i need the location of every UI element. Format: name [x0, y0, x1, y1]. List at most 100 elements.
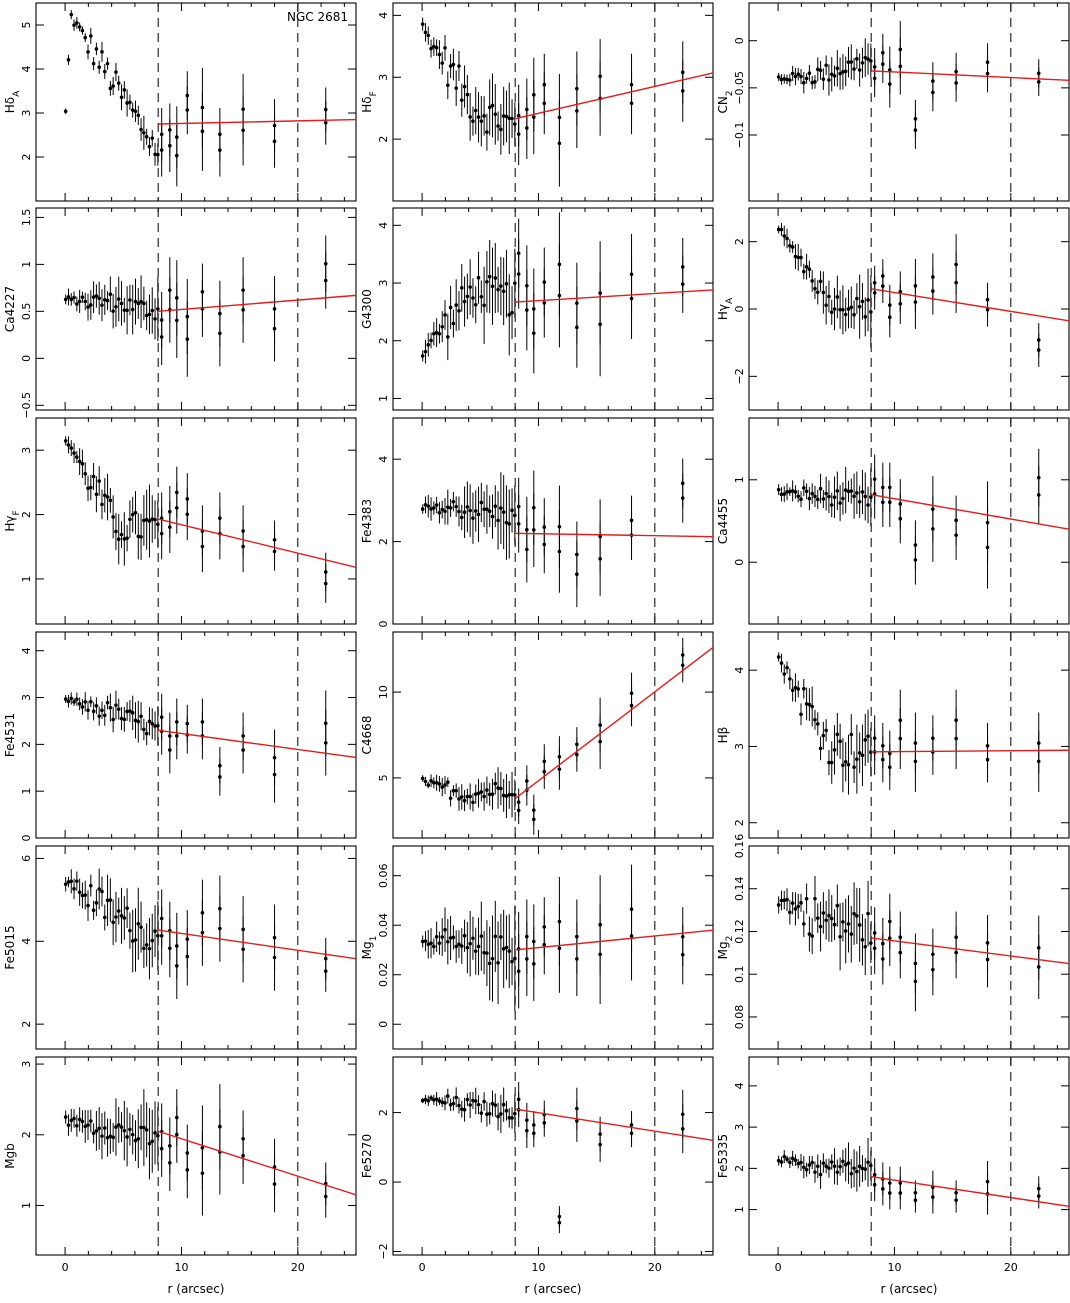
data-point [451, 1101, 456, 1106]
data-point [824, 1164, 828, 1169]
data-point [437, 782, 442, 786]
data-point [440, 935, 445, 939]
data-point [779, 492, 784, 497]
data-point [446, 335, 450, 339]
data-point [782, 1154, 787, 1159]
data-point [459, 1107, 464, 1111]
panel-frame [35, 417, 357, 625]
y-axis-label: HδA [3, 90, 22, 113]
data-point [807, 1163, 812, 1167]
y-axis-label: Fe5015 [3, 925, 17, 969]
data-point [849, 732, 854, 737]
data-point [776, 227, 781, 232]
fit-line [515, 289, 713, 303]
data-point [147, 719, 152, 724]
x-tick-label: 10 [887, 1261, 901, 1274]
data-point [807, 267, 812, 272]
data-point [272, 772, 277, 777]
data-point [499, 127, 503, 132]
data-point [323, 278, 328, 283]
data-point [454, 944, 458, 949]
data-point [94, 704, 99, 708]
data-point [496, 960, 500, 965]
data-point [86, 486, 90, 491]
data-point [150, 308, 155, 313]
data-point [855, 757, 859, 761]
panel-frame [392, 2, 714, 202]
data-point [457, 308, 461, 313]
data-point [63, 1115, 68, 1119]
data-point [857, 1164, 862, 1169]
data-point [468, 508, 472, 513]
data-point [785, 236, 789, 241]
data-point [913, 759, 918, 764]
data-point [100, 889, 104, 894]
data-point [782, 234, 787, 238]
data-point [125, 1135, 129, 1139]
panel-fe5335: 1 2 3 4 Fe5335 0 10 20 r (arcsec) [716, 1056, 1070, 1296]
y-tick-label: 1 [20, 575, 33, 582]
data-point [857, 923, 862, 927]
data-point [855, 914, 859, 918]
data-point [872, 946, 877, 951]
data-point [493, 1103, 498, 1107]
data-point [510, 1116, 514, 1120]
data-point [863, 945, 868, 949]
data-point [482, 794, 486, 799]
data-point [147, 1141, 152, 1146]
data-point [89, 699, 93, 704]
data-point [869, 495, 873, 499]
data-point [139, 299, 143, 304]
data-point [446, 780, 450, 785]
x-tick-label: 0 [62, 1261, 69, 1274]
data-point [818, 279, 823, 284]
fit-line [871, 288, 1069, 322]
data-point [931, 967, 935, 972]
x-tick-label: 20 [648, 1261, 662, 1274]
data-point [954, 81, 958, 85]
data-point [128, 709, 132, 713]
data-point [459, 286, 464, 290]
data-point [175, 506, 179, 510]
data-point [835, 489, 840, 493]
data-point [575, 752, 579, 757]
data-point [144, 731, 149, 736]
data-point [799, 497, 803, 501]
data-point [142, 301, 146, 306]
data-point [804, 76, 809, 81]
y-tick-label: 0 [733, 37, 746, 44]
data-point [487, 1111, 492, 1116]
data-point [440, 1100, 445, 1105]
data-point [888, 82, 892, 86]
y-tick-label: 0.14 [733, 876, 746, 901]
data-point [144, 943, 149, 947]
data-point [147, 144, 152, 149]
data-point [434, 934, 439, 939]
data-point [429, 778, 433, 783]
data-point [440, 507, 445, 512]
data-point [136, 113, 141, 118]
data-point [804, 896, 809, 901]
fit-line [515, 1108, 713, 1142]
data-point [629, 101, 634, 106]
data-point [838, 1164, 842, 1169]
data-point [136, 1136, 141, 1141]
data-point [804, 264, 809, 269]
data-point [482, 1099, 486, 1104]
fit-line [871, 1175, 1069, 1208]
data-point [810, 1160, 814, 1165]
y-tick-label: 4 [377, 456, 390, 463]
data-point [824, 491, 828, 496]
data-point [532, 962, 536, 966]
data-point [790, 1156, 795, 1161]
data-point [119, 1125, 124, 1129]
y-tick-label: 2 [733, 1165, 746, 1172]
data-point [793, 254, 798, 259]
data-point [77, 890, 82, 895]
data-point [835, 1170, 840, 1175]
data-point [557, 1220, 562, 1225]
data-point [443, 783, 447, 787]
data-point [485, 130, 489, 134]
data-point [843, 488, 848, 492]
